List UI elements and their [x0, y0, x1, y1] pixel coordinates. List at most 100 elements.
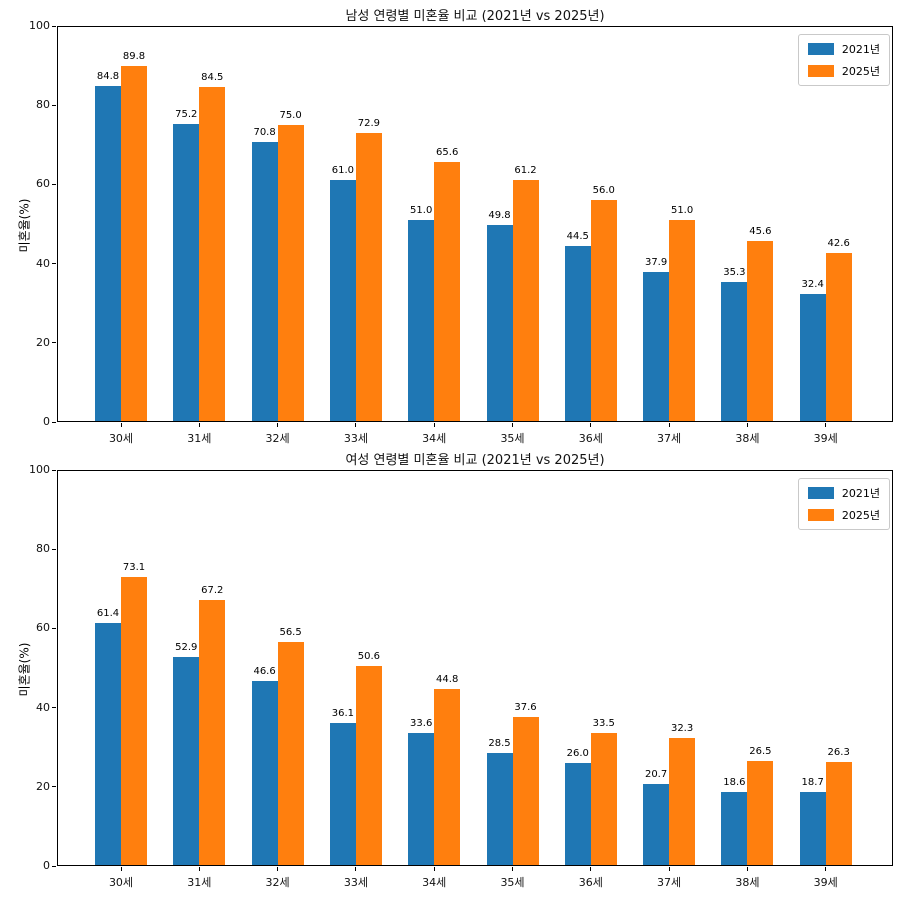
legend-entry: 2025년: [807, 507, 880, 523]
x-tick-mark: [120, 867, 122, 871]
y-tick-mark: [52, 786, 56, 788]
bar-value-label: 28.5: [488, 738, 511, 750]
bar-value-label: 61.0: [331, 165, 355, 177]
y-tick-label: 100: [29, 463, 50, 476]
bar-value-label: 49.8: [488, 209, 511, 221]
bar-value-label: 51.0: [410, 205, 433, 217]
bar-2021년: [173, 656, 200, 865]
bar-2021년: [95, 86, 121, 421]
bar-2021년: [408, 220, 435, 421]
x-tick-mark: [668, 867, 670, 871]
y-tick-label: 40: [36, 700, 50, 714]
bar-value-label: 89.8: [122, 51, 146, 63]
bar-2025년: [199, 599, 226, 865]
bar-2025년: [355, 665, 382, 865]
y-tick-label: 100: [29, 19, 50, 32]
bar-2025년: [355, 133, 382, 421]
x-tick-label: 37세: [657, 876, 682, 889]
bar-2025년: [121, 66, 147, 421]
bar-value-label: 42.6: [827, 238, 850, 250]
legend-label: 2025년: [841, 65, 880, 78]
x-tick-mark: [277, 867, 279, 871]
legend-swatch-icon: [807, 43, 834, 55]
bar-value-label: 61.2: [514, 164, 537, 176]
y-tick-label: 20: [36, 335, 50, 349]
x-tick-mark: [825, 867, 827, 871]
y-tick-mark: [52, 627, 56, 629]
y-tick-mark: [52, 469, 56, 471]
x-tick-mark: [512, 867, 513, 871]
x-tick-mark: [120, 423, 122, 427]
x-tick-mark: [433, 867, 435, 871]
bar-2025년: [199, 87, 226, 421]
y-tick-label: 20: [36, 779, 50, 793]
x-tick-label: 33세: [343, 432, 368, 445]
x-tick-mark: [355, 423, 357, 427]
bar-value-label: 56.5: [279, 627, 302, 639]
bar-2021년: [251, 681, 278, 865]
bar-value-label: 44.8: [436, 673, 459, 685]
x-tick-mark: [198, 423, 200, 427]
bar-2021년: [251, 141, 278, 421]
bar-value-label: 61.4: [96, 607, 120, 619]
y-tick-label: 40: [36, 256, 50, 270]
y-tick-label: 60: [36, 621, 50, 635]
bar-value-label: 70.8: [253, 126, 276, 138]
bar-value-label: 84.8: [96, 71, 120, 83]
x-tick-label: 36세: [578, 432, 603, 445]
bar-2025년: [825, 761, 852, 865]
bar-2021년: [799, 791, 826, 865]
bar-2025년: [590, 200, 617, 421]
x-tick-mark: [746, 867, 748, 871]
x-tick-label: 32세: [265, 876, 290, 889]
bar-value-label: 84.5: [201, 72, 224, 84]
bar-value-label: 73.1: [122, 561, 146, 573]
bar-2021년: [486, 224, 513, 421]
bar-2025년: [434, 162, 461, 421]
bar-2025년: [590, 733, 617, 865]
x-tick-label: 31세: [187, 876, 212, 889]
x-tick-mark: [590, 867, 592, 871]
bar-2021년: [329, 723, 356, 865]
x-tick-label: 36세: [578, 876, 603, 889]
bar-value-label: 33.6: [410, 717, 433, 729]
legend-entry: 2021년: [807, 485, 880, 501]
legend-entry: 2025년: [807, 63, 880, 79]
bar-value-label: 36.1: [331, 708, 355, 720]
bar-2025년: [825, 253, 852, 421]
x-tick-label: 31세: [187, 432, 212, 445]
bar-value-label: 18.7: [801, 776, 824, 788]
y-tick-label: 0: [43, 859, 50, 872]
bar-value-label: 67.2: [201, 584, 224, 596]
legend-label: 2021년: [841, 487, 880, 500]
chart-title: 남성 연령별 미혼율 비교 (2021년 vs 2025년): [345, 9, 605, 24]
legend-label: 2025년: [841, 509, 880, 522]
x-tick-label: 34세: [422, 432, 447, 445]
y-tick-mark: [52, 548, 56, 550]
bar-2021년: [721, 282, 748, 421]
bar-value-label: 33.5: [592, 718, 615, 730]
bar-value-label: 46.6: [253, 666, 276, 678]
legend-swatch-icon: [807, 65, 834, 77]
legend-label: 2021년: [841, 43, 880, 56]
bar-value-label: 20.7: [644, 769, 668, 781]
legend-swatch-icon: [807, 509, 834, 521]
female-unmarried-rate-chart: 여성 연령별 미혼율 비교 (2021년 vs 2025년) 미혼율(%) 20…: [0, 444, 900, 894]
y-tick-mark: [52, 183, 56, 185]
bar-value-label: 65.6: [436, 147, 459, 159]
bar-value-label: 56.0: [592, 185, 615, 197]
bar-2025년: [747, 761, 774, 865]
x-tick-label: 39세: [813, 876, 838, 889]
x-tick-label: 30세: [108, 432, 134, 445]
x-tick-label: 38세: [735, 876, 760, 889]
x-tick-mark: [668, 423, 670, 427]
bar-value-label: 26.3: [827, 746, 850, 758]
x-tick-label: 35세: [500, 432, 525, 445]
x-tick-label: 38세: [735, 432, 760, 445]
bar-value-label: 26.5: [749, 746, 772, 758]
male-unmarried-rate-chart: 남성 연령별 미혼율 비교 (2021년 vs 2025년) 미혼율(%) 20…: [18, 9, 893, 445]
bar-value-label: 37.9: [644, 256, 668, 268]
bar-2025년: [669, 220, 696, 421]
bar-2025년: [277, 125, 304, 421]
bar-value-label: 45.6: [749, 226, 772, 238]
